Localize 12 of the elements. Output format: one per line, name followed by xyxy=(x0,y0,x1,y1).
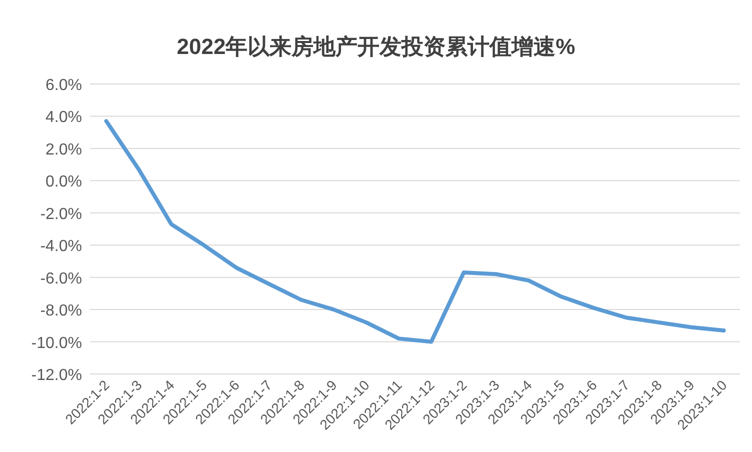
y-tick-label: -8.0% xyxy=(40,302,82,320)
y-tick-label: -6.0% xyxy=(40,270,82,288)
y-tick-label: -2.0% xyxy=(40,206,82,223)
y-tick-label: -4.0% xyxy=(40,238,82,256)
y-tick-label: 0.0% xyxy=(46,174,82,191)
line-series xyxy=(104,119,726,344)
chart-title: 2022年以来房地产开发投资累计值增速% xyxy=(176,34,576,59)
y-tick-label: 6.0% xyxy=(46,77,82,94)
y-tick-label: -12.0% xyxy=(31,367,82,384)
y-tick-label: -10.0% xyxy=(31,334,82,352)
y-tick-label: 2.0% xyxy=(46,141,82,158)
y-tick-label: 4.0% xyxy=(46,109,82,126)
